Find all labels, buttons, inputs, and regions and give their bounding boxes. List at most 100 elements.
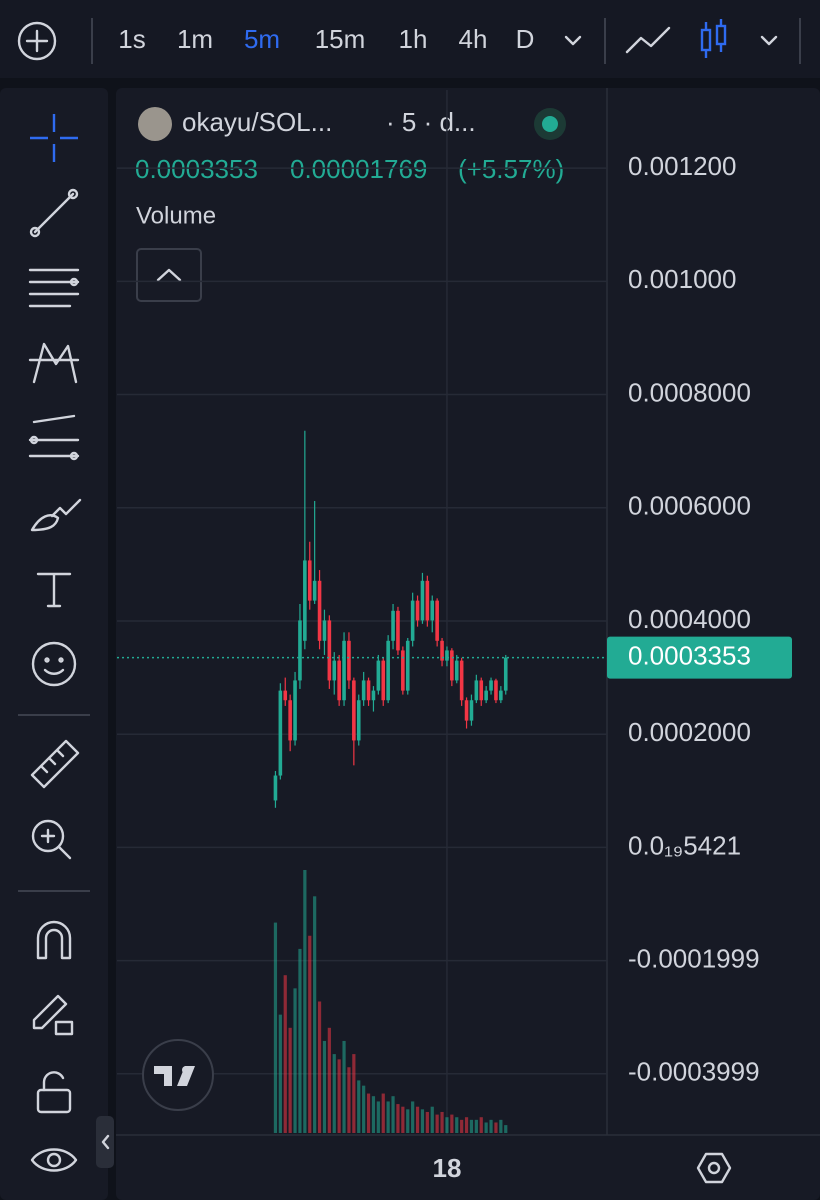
- candle-body: [332, 660, 337, 681]
- volume-bar: [362, 1085, 366, 1133]
- timeframe[interactable]: D: [516, 24, 535, 54]
- lock-tools[interactable]: [30, 920, 78, 1172]
- candle-body: [450, 650, 454, 681]
- volume-bar: [357, 1080, 361, 1133]
- collapse-arrow: [156, 268, 182, 282]
- measure-zoom-tools[interactable]: [30, 739, 80, 860]
- timeframe[interactable]: 1h: [399, 24, 428, 54]
- y-tick-label: -0.0001999: [628, 943, 760, 973]
- y-tick-label: -0.0003999: [628, 1057, 760, 1087]
- candle-body: [440, 640, 444, 661]
- candle-body: [503, 657, 508, 691]
- volume-bar: [391, 1096, 395, 1133]
- symbol: okayu/SOL...: [182, 107, 332, 137]
- interval: · 5 · d...: [386, 107, 476, 137]
- line-style-button[interactable]: [625, 26, 671, 54]
- add-button[interactable]: [17, 21, 57, 61]
- volume-bar: [298, 948, 302, 1133]
- volume-bar: [352, 1054, 356, 1133]
- legend-change: 0.00001769: [290, 154, 427, 184]
- candle-body: [469, 700, 474, 721]
- volume-bar: [430, 1106, 434, 1133]
- candle-body: [474, 680, 479, 701]
- volume-bar: [371, 1096, 376, 1133]
- volume-bar: [327, 1027, 331, 1133]
- volume-bar: [489, 1119, 493, 1133]
- collapse-legend[interactable]: [136, 248, 202, 302]
- volume-bar: [342, 1040, 346, 1133]
- volume-bar: [273, 922, 278, 1133]
- candle-body: [405, 640, 410, 691]
- timeframe[interactable]: 15m: [315, 24, 366, 54]
- legend-last: 0.0003353: [135, 154, 258, 184]
- candle-body: [371, 690, 376, 701]
- volume-bar: [381, 1093, 385, 1133]
- style-menu[interactable]: [760, 35, 778, 46]
- candle-body: [361, 680, 366, 701]
- volume-bar: [440, 1111, 444, 1133]
- volume-bar: [455, 1117, 459, 1133]
- candle-body: [459, 660, 464, 701]
- candle-body: [430, 600, 435, 621]
- timeframe-menu[interactable]: [564, 35, 582, 46]
- volume-bar: [425, 1111, 429, 1133]
- legend-percent: (+5.57%): [458, 154, 564, 184]
- candle-body: [317, 580, 322, 641]
- candle-body: [401, 650, 405, 691]
- candle-body: [283, 690, 288, 701]
- timeframe[interactable]: 5m: [244, 24, 280, 54]
- volume-bar: [445, 1117, 449, 1133]
- candle-body: [381, 660, 386, 701]
- volume-bar: [376, 1101, 380, 1133]
- collapse-toolbar[interactable]: [96, 1116, 114, 1168]
- settings-button[interactable]: [696, 1152, 732, 1184]
- candle-style-button[interactable]: [700, 19, 727, 58]
- x-tick-label: 18: [432, 1153, 461, 1183]
- candle-body: [484, 690, 488, 701]
- candle-body: [293, 680, 297, 741]
- volume-bar: [411, 1101, 415, 1133]
- candle-body: [337, 660, 341, 701]
- volume-bar: [396, 1104, 400, 1133]
- y-tick-label: 0.001000: [628, 264, 736, 294]
- candle-body: [298, 620, 302, 681]
- volume-bar: [308, 935, 312, 1133]
- candle-body: [342, 640, 346, 701]
- candle-body: [391, 610, 395, 641]
- volume-bar: [474, 1119, 478, 1133]
- y-tick-label: 0.0006000: [628, 491, 751, 521]
- timeframe[interactable]: 1s: [118, 24, 145, 54]
- drawing-tools[interactable]: [28, 188, 82, 687]
- candle-body: [494, 680, 498, 701]
- crosshair-tool[interactable]: [30, 114, 78, 162]
- volume-bar: [283, 975, 287, 1133]
- chart-panel: [116, 88, 820, 1200]
- volume-bar: [499, 1119, 503, 1133]
- candle-body: [278, 690, 283, 776]
- candle-body: [347, 640, 351, 681]
- status-dot: [542, 116, 558, 132]
- candle-body: [322, 620, 327, 641]
- timeframe[interactable]: 4h: [459, 24, 488, 54]
- tv-logo[interactable]: [142, 1039, 214, 1111]
- volume-bar: [479, 1117, 483, 1133]
- study-name: Volume: [136, 202, 216, 229]
- volume-bar: [450, 1114, 454, 1133]
- candle-body: [479, 680, 484, 701]
- candle-body: [288, 700, 292, 741]
- volume-bar: [415, 1106, 420, 1133]
- candle-body: [454, 660, 459, 681]
- volume-bar: [288, 1027, 292, 1133]
- volume-bar: [469, 1119, 474, 1133]
- candle-body: [386, 640, 390, 701]
- candle-body: [312, 580, 317, 601]
- candle-body: [307, 560, 312, 601]
- volume-bar: [347, 1067, 351, 1133]
- candle-body: [410, 600, 415, 641]
- volume-bar: [366, 1093, 371, 1133]
- timeframe[interactable]: 1m: [177, 24, 213, 54]
- candle-body: [376, 660, 381, 691]
- y-tick-label: 0.0008000: [628, 377, 751, 407]
- candle-body: [366, 680, 371, 701]
- candle-body: [327, 620, 332, 681]
